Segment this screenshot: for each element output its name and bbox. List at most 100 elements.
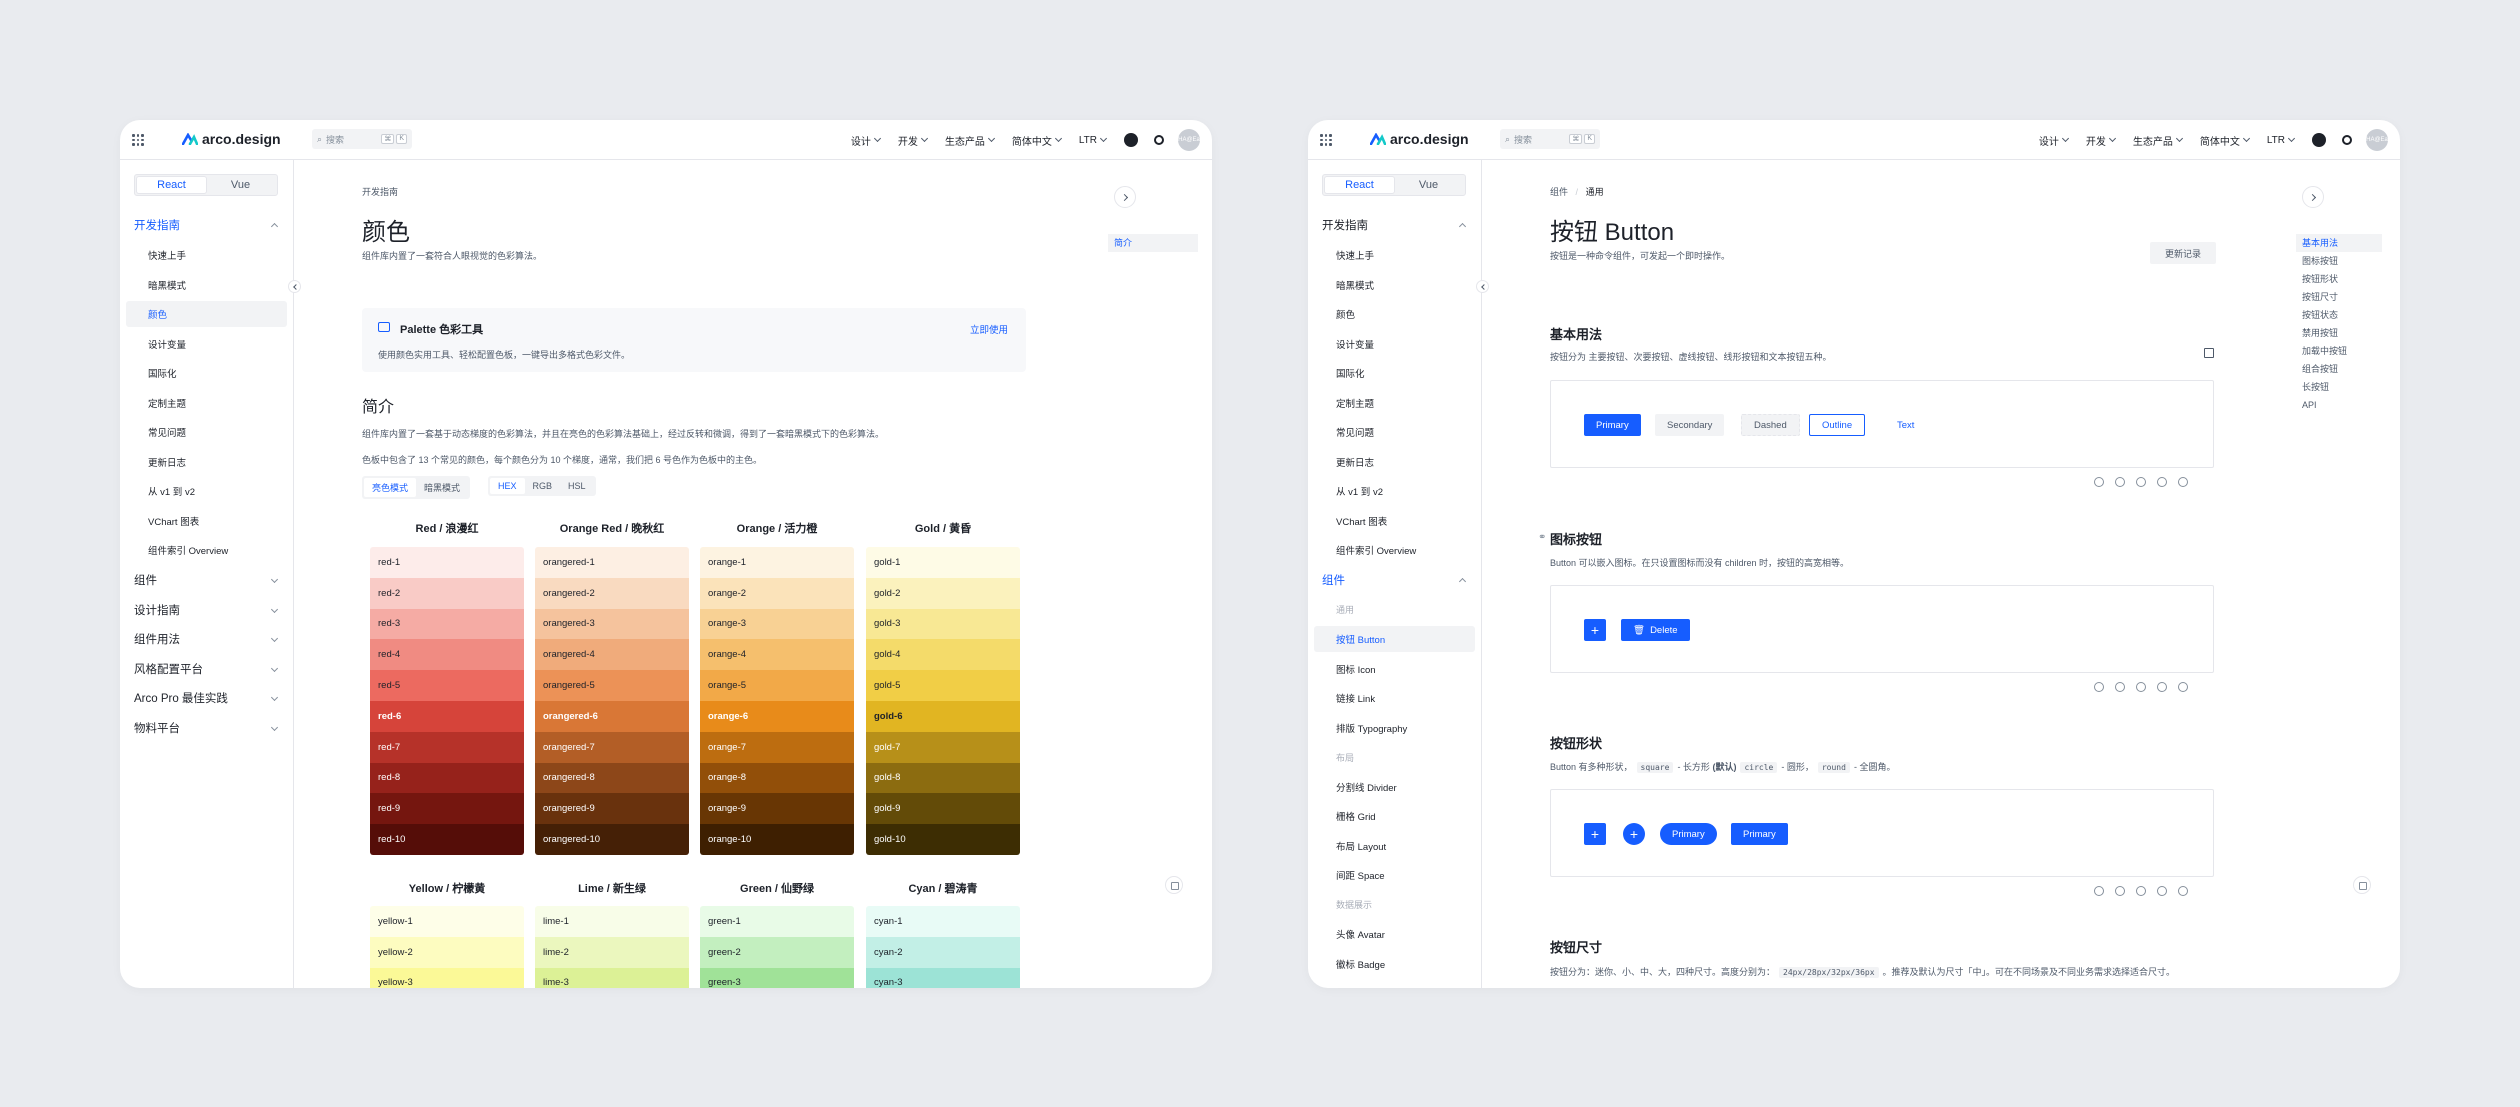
- nav-menu-eco[interactable]: 生态产品: [2133, 133, 2182, 148]
- sidebar-item[interactable]: 从 v1 到 v2: [148, 487, 195, 498]
- color-swatch-orangered-1[interactable]: orangered-1: [535, 547, 689, 578]
- nav-menu-dir[interactable]: LTR: [1079, 135, 1106, 146]
- nav-menu-eco[interactable]: 生态产品: [945, 133, 994, 148]
- feedback-icon[interactable]: [2353, 876, 2371, 894]
- framework-vue[interactable]: Vue: [1418, 179, 1439, 191]
- sidebar-item[interactable]: 暗黑模式: [1336, 280, 1375, 292]
- sidebar-item[interactable]: 快速上手: [1336, 251, 1375, 262]
- sidebar-item[interactable]: 定制主题: [1336, 398, 1375, 410]
- sidebar-collapse-button[interactable]: [288, 280, 301, 293]
- breadcrumb-item[interactable]: 组件: [1550, 187, 1569, 197]
- outline-button[interactable]: Outline: [1809, 414, 1866, 436]
- toc-item[interactable]: API: [2302, 400, 2317, 410]
- tab-hex[interactable]: HEX: [490, 478, 525, 494]
- color-swatch-gold-3[interactable]: gold-3: [866, 608, 1020, 640]
- secondary-button[interactable]: Secondary: [1655, 414, 1725, 436]
- sidebar-group-components[interactable]: 组件: [1314, 567, 1475, 593]
- color-swatch-gold-7[interactable]: gold-7: [866, 731, 1020, 763]
- sidebar-item[interactable]: 徽标 Badge: [1336, 959, 1386, 971]
- sidebar-item[interactable]: 国际化: [148, 369, 177, 380]
- color-swatch-orangered-7[interactable]: orangered-7: [535, 731, 689, 763]
- toc-item[interactable]: 按钮状态: [2302, 310, 2339, 320]
- sidebar-item-selected[interactable]: 按钮 Button: [1314, 626, 1475, 652]
- color-swatch-gold-4[interactable]: gold-4: [866, 639, 1020, 671]
- sidebar-item[interactable]: 从 v1 到 v2: [1336, 487, 1383, 498]
- code-icon[interactable]: [2094, 477, 2104, 487]
- color-swatch-yellow-3[interactable]: yellow-3: [370, 967, 524, 988]
- toc-item[interactable]: 按钮形状: [2302, 274, 2339, 284]
- tab-hsl[interactable]: HSL: [568, 481, 586, 491]
- sidebar-collapse-button[interactable]: [1476, 280, 1489, 293]
- sidebar-item[interactable]: 常见问题: [148, 428, 187, 439]
- nav-menu-lang[interactable]: 简体中文: [1012, 133, 1061, 148]
- code-toggle-icon[interactable]: [2204, 348, 2214, 358]
- framework-vue[interactable]: Vue: [230, 179, 251, 191]
- sidebar-item[interactable]: 间距 Space: [1336, 871, 1385, 882]
- palette-use-link[interactable]: 立即使用: [969, 325, 1008, 336]
- code-icon[interactable]: [2094, 886, 2104, 896]
- color-swatch-lime-3[interactable]: lime-3: [535, 967, 689, 988]
- sidebar-group[interactable]: 组件: [126, 567, 287, 593]
- color-swatch-red-2[interactable]: red-2: [370, 577, 524, 609]
- color-swatch-cyan-1[interactable]: cyan-1: [866, 906, 1020, 937]
- nav-menu-design[interactable]: 设计: [851, 133, 880, 148]
- sidebar-item[interactable]: 头像 Avatar: [1336, 930, 1385, 941]
- color-swatch-cyan-2[interactable]: cyan-2: [866, 936, 1020, 968]
- copy-icon[interactable]: [2115, 477, 2125, 487]
- toc-toggle-button[interactable]: [1114, 186, 1136, 208]
- sidebar-item[interactable]: 快速上手: [148, 251, 187, 262]
- color-swatch-yellow-1[interactable]: yellow-1: [370, 906, 524, 937]
- sidebar-group-dev[interactable]: 开发指南: [126, 212, 287, 238]
- sandbox-icon[interactable]: [2157, 477, 2167, 487]
- text-button[interactable]: Text: [1897, 419, 1915, 431]
- primary-button[interactable]: Primary: [1731, 823, 1788, 845]
- sidebar-item[interactable]: 布局 Layout: [1336, 841, 1387, 853]
- apps-grid-icon[interactable]: [1320, 134, 1332, 146]
- color-swatch-orange-2[interactable]: orange-2: [700, 577, 854, 609]
- toc-item[interactable]: 基本用法: [2296, 234, 2382, 252]
- color-swatch-orangered-2[interactable]: orangered-2: [535, 577, 689, 609]
- color-swatch-orangered-4[interactable]: orangered-4: [535, 639, 689, 671]
- sidebar-group[interactable]: 组件用法: [126, 626, 287, 652]
- codepen-icon[interactable]: [2136, 477, 2146, 487]
- color-swatch-red-3[interactable]: red-3: [370, 608, 524, 640]
- color-swatch-red-8[interactable]: red-8: [370, 762, 524, 794]
- color-swatch-orange-4[interactable]: orange-4: [700, 639, 854, 671]
- color-swatch-orangered-8[interactable]: orangered-8: [535, 762, 689, 794]
- color-swatch-orangered-6[interactable]: orangered-6: [535, 700, 689, 732]
- codepen-icon[interactable]: [2136, 886, 2146, 896]
- color-swatch-red-1[interactable]: red-1: [370, 547, 524, 578]
- nav-menu-dir[interactable]: LTR: [2267, 135, 2294, 146]
- color-swatch-orange-8[interactable]: orange-8: [700, 762, 854, 794]
- sidebar-group[interactable]: 设计指南: [126, 597, 287, 623]
- color-swatch-orange-9[interactable]: orange-9: [700, 793, 854, 825]
- color-swatch-orangered-10[interactable]: orangered-10: [535, 824, 689, 855]
- sidebar-item[interactable]: 更新日志: [148, 457, 187, 469]
- color-swatch-orange-10[interactable]: orange-10: [700, 824, 854, 855]
- color-swatch-lime-1[interactable]: lime-1: [535, 906, 689, 937]
- toc-toggle-button[interactable]: [2302, 186, 2324, 208]
- sidebar-group[interactable]: Arco Pro 最佳实践: [126, 685, 287, 711]
- color-swatch-orangered-5[interactable]: orangered-5: [535, 670, 689, 701]
- theme-toggle-icon[interactable]: [2342, 135, 2352, 145]
- github-icon[interactable]: [1124, 133, 1138, 147]
- framework-react[interactable]: React: [1325, 177, 1394, 193]
- tab-rgb[interactable]: RGB: [532, 481, 553, 491]
- sidebar-item[interactable]: 栅格 Grid: [1336, 812, 1376, 823]
- code-icon[interactable]: [2094, 682, 2104, 692]
- link-icon[interactable]: ⚭: [1538, 532, 1547, 543]
- sidebar-group[interactable]: 风格配置平台: [126, 656, 287, 682]
- toc-item[interactable]: 组合按钮: [2302, 364, 2339, 374]
- square-plus-button[interactable]: +: [1584, 823, 1606, 845]
- color-swatch-yellow-2[interactable]: yellow-2: [370, 936, 524, 968]
- sidebar-item[interactable]: 设计变量: [1336, 339, 1375, 351]
- sidebar-item-selected[interactable]: 颜色: [126, 301, 287, 327]
- nav-menu-dev[interactable]: 开发: [2086, 133, 2115, 148]
- search-input[interactable]: ⌕ 搜索 ⌘ K: [1500, 129, 1600, 149]
- sidebar-item[interactable]: 颜色: [1336, 310, 1356, 321]
- toc-item[interactable]: 长按钮: [2302, 382, 2330, 392]
- sidebar-item[interactable]: VChart 图表: [1336, 516, 1388, 528]
- avatar[interactable]: HA@Ea: [2366, 129, 2388, 151]
- color-swatch-orange-7[interactable]: orange-7: [700, 731, 854, 763]
- sidebar-item[interactable]: 定制主题: [148, 398, 187, 410]
